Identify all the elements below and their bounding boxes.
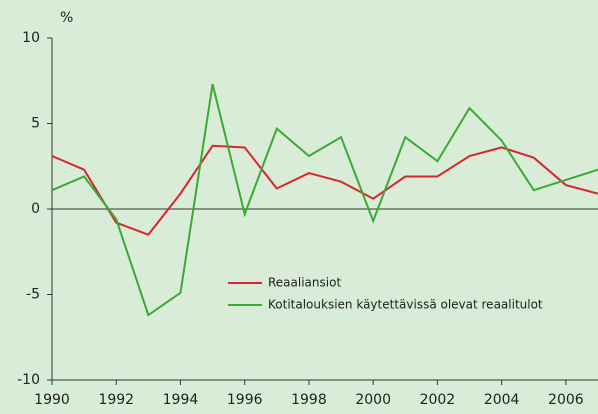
x-tick-label: 1998 <box>291 392 327 408</box>
x-tick-label: 1992 <box>98 392 134 408</box>
legend-label: Reaaliansiot <box>268 276 341 290</box>
x-tick-label: 1994 <box>163 392 199 408</box>
x-tick-label: 2006 <box>548 392 584 408</box>
y-tick-label: 10 <box>22 30 40 46</box>
y-unit: % <box>60 10 73 26</box>
y-tick-label: 5 <box>31 116 40 132</box>
legend-label: Kotitalouksien käytettävissä olevat reaa… <box>268 298 543 312</box>
y-tick-label: -5 <box>26 287 40 303</box>
x-tick-label: 2004 <box>484 392 520 408</box>
x-tick-label: 2002 <box>420 392 456 408</box>
y-tick-label: -10 <box>17 372 40 388</box>
y-tick-label: 0 <box>31 201 40 217</box>
x-tick-label: 1990 <box>34 392 70 408</box>
x-tick-label: 1996 <box>227 392 263 408</box>
series-line <box>51 144 598 236</box>
series-line <box>51 83 598 317</box>
x-tick-label: 2000 <box>355 392 391 408</box>
